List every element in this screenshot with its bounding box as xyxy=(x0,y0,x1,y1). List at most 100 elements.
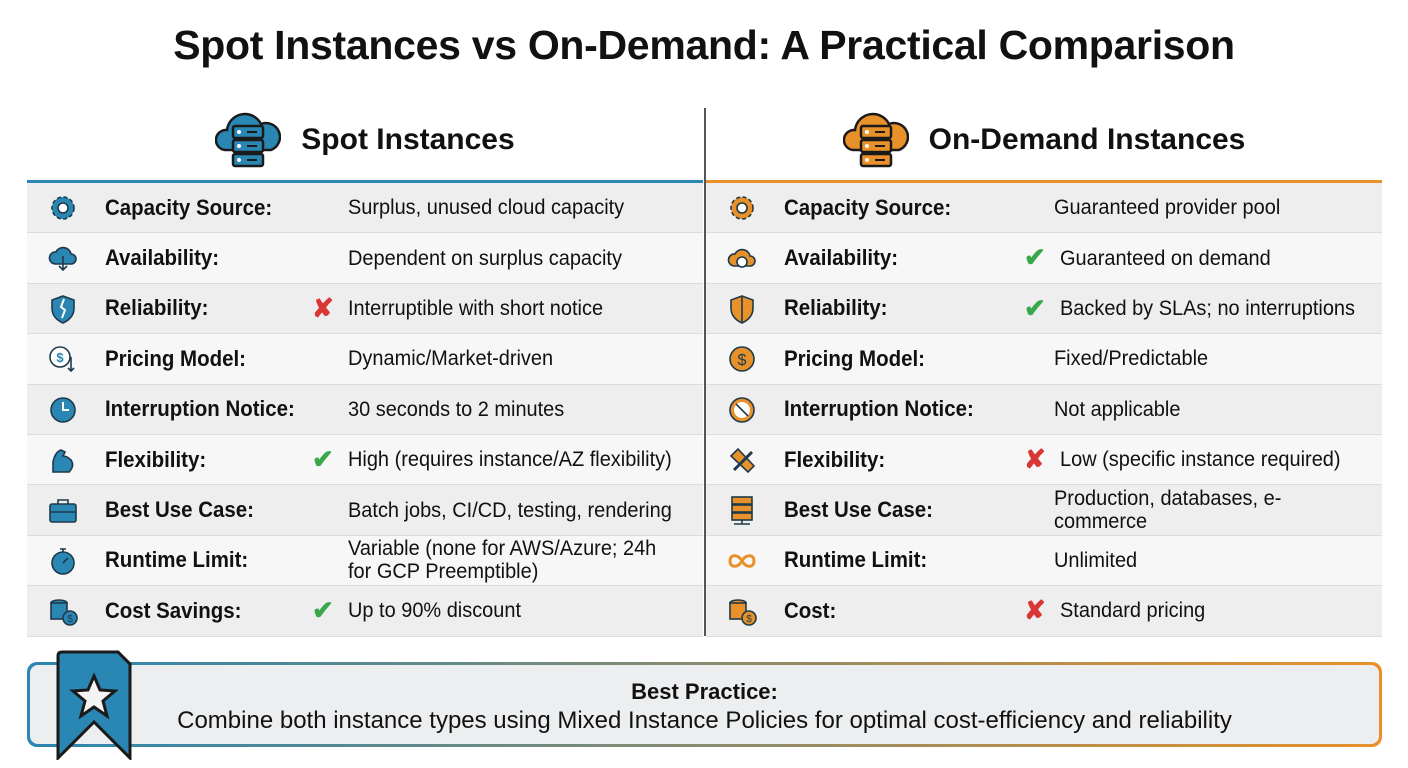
table-row: Availability: Dependent on surplus capac… xyxy=(27,233,703,284)
toolbox-icon xyxy=(47,494,79,526)
row-label: Pricing Model: xyxy=(784,345,925,371)
row-value: Unlimited xyxy=(1054,548,1138,572)
row-value: Low (specific instance required) xyxy=(1060,448,1341,472)
check-icon: ✔ xyxy=(1024,292,1046,323)
row-value: Standard pricing xyxy=(1060,599,1206,623)
table-row: Reliability: ✔ Backed by SLAs; no interr… xyxy=(706,283,1382,335)
row-label: Availability: xyxy=(784,245,899,271)
row-label: Reliability: xyxy=(784,295,888,321)
spot-title: Spot Instances xyxy=(301,123,515,156)
table-row: Flexibility: ✘ Low (specific instance re… xyxy=(706,434,1382,486)
row-value: Dynamic/Market-driven xyxy=(348,347,554,371)
table-row: Interruption Notice: 30 seconds to 2 min… xyxy=(27,384,703,435)
star-ribbon-icon xyxy=(56,650,132,760)
row-value: Variable (none for AWS/Azure; 24h for GC… xyxy=(348,537,657,584)
cross-icon: ✘ xyxy=(1024,443,1046,474)
row-label: Reliability: xyxy=(105,295,209,321)
table-row: Runtime Limit: Unlimited xyxy=(706,535,1382,587)
ondemand-column: On-Demand Instances Capacity Source: Gua… xyxy=(706,100,1382,637)
dollar-icon: $ xyxy=(726,343,758,375)
table-row: Best Use Case: Production, databases, e-… xyxy=(706,485,1382,536)
cross-icon: ✘ xyxy=(1024,595,1046,626)
row-label: Best Use Case: xyxy=(105,497,254,523)
row-label: Cost: xyxy=(784,597,837,623)
ondemand-title: On-Demand Instances xyxy=(928,123,1246,156)
table-row: Best Use Case: Batch jobs, CI/CD, testin… xyxy=(27,485,703,536)
clock-icon xyxy=(47,394,79,426)
gear-icon xyxy=(726,192,758,224)
best-practice-text: Combine both instance types using Mixed … xyxy=(177,707,1232,734)
table-row: $ Pricing Model: Dynamic/Market-driven xyxy=(27,334,703,385)
column-divider xyxy=(704,108,706,636)
server-icon xyxy=(726,494,758,526)
ondemand-header: On-Demand Instances xyxy=(706,100,1382,180)
row-label: Capacity Source: xyxy=(105,194,273,220)
row-label: Pricing Model: xyxy=(105,345,246,371)
no-clock-icon xyxy=(726,394,758,426)
infinity-icon xyxy=(726,545,758,577)
cloud-download-icon xyxy=(47,242,79,274)
svg-text:$: $ xyxy=(56,350,64,365)
row-label: Best Use Case: xyxy=(784,497,933,523)
check-icon: ✔ xyxy=(312,443,334,474)
page-title: Spot Instances vs On-Demand: A Practical… xyxy=(173,22,1235,68)
table-row: Availability: ✔ Guaranteed on demand xyxy=(706,233,1382,284)
row-value: Interruptible with short notice xyxy=(348,296,604,320)
cloud-server-icon xyxy=(215,104,282,177)
bent-tools-icon xyxy=(726,444,758,476)
ondemand-rows: Capacity Source: Guaranteed provider poo… xyxy=(706,183,1382,637)
table-row: Reliability: ✘ Interruptible with short … xyxy=(27,283,703,335)
row-label: Flexibility: xyxy=(784,446,886,472)
row-value: Guaranteed on demand xyxy=(1060,246,1271,270)
coins-icon: $ xyxy=(47,595,79,627)
row-value: Up to 90% discount xyxy=(348,599,522,623)
row-value: Dependent on surplus capacity xyxy=(348,246,622,270)
row-label: Capacity Source: xyxy=(784,194,952,220)
svg-text:$: $ xyxy=(67,614,73,625)
row-value: Batch jobs, CI/CD, testing, rendering xyxy=(348,498,672,522)
table-row: Flexibility: ✔ High (requires instance/A… xyxy=(27,434,703,486)
row-value: Not applicable xyxy=(1054,397,1181,421)
table-row: Capacity Source: Surplus, unused cloud c… xyxy=(27,183,703,234)
coins-icon: $ xyxy=(726,595,758,627)
stopwatch-icon xyxy=(47,545,79,577)
table-row: Runtime Limit: Variable (none for AWS/Az… xyxy=(27,535,703,587)
table-row: $ Pricing Model: Fixed/Predictable xyxy=(706,334,1382,385)
row-value: High (requires instance/AZ flexibility) xyxy=(348,448,672,472)
svg-text:$: $ xyxy=(738,352,747,369)
row-value: Fixed/Predictable xyxy=(1054,347,1209,371)
gear-icon xyxy=(47,192,79,224)
table-row: $ Cost: ✘ Standard pricing xyxy=(706,586,1382,637)
table-row: Capacity Source: Guaranteed provider poo… xyxy=(706,183,1382,234)
ondemand-rule xyxy=(706,180,1382,183)
check-icon: ✔ xyxy=(312,595,334,626)
row-label: Runtime Limit: xyxy=(105,547,249,573)
cloud-server-icon xyxy=(842,104,909,177)
row-label: Interruption Notice: xyxy=(105,396,295,422)
row-label: Cost Savings: xyxy=(105,597,242,623)
dollar-down-icon: $ xyxy=(47,343,79,375)
check-icon: ✔ xyxy=(1024,242,1046,273)
arm-icon xyxy=(47,444,79,476)
spot-column: Spot Instances Capacity Source: Surplus,… xyxy=(27,100,703,637)
svg-text:$: $ xyxy=(746,614,752,625)
row-label: Availability: xyxy=(105,245,220,271)
spot-header: Spot Instances xyxy=(27,100,703,180)
row-value: Guaranteed provider pool xyxy=(1054,196,1281,220)
row-value: Production, databases, e-commerce xyxy=(1054,487,1282,534)
cross-icon: ✘ xyxy=(312,292,334,323)
table-row: $ Cost Savings: ✔ Up to 90% discount xyxy=(27,586,703,637)
cloud-check-icon xyxy=(726,242,758,274)
table-row: Interruption Notice: Not applicable xyxy=(706,384,1382,435)
row-label: Flexibility: xyxy=(105,446,207,472)
spot-rows: Capacity Source: Surplus, unused cloud c… xyxy=(27,183,703,637)
row-label: Interruption Notice: xyxy=(784,396,974,422)
best-practice-title: Best Practice: xyxy=(631,679,778,704)
row-value: Backed by SLAs; no interruptions xyxy=(1060,296,1355,320)
row-label: Runtime Limit: xyxy=(784,547,928,573)
spot-rule xyxy=(27,180,703,183)
shield-icon xyxy=(726,293,758,325)
broken-shield-icon xyxy=(47,293,79,325)
row-value: Surplus, unused cloud capacity xyxy=(348,196,625,220)
best-practice-box: Best Practice: Combine both instance typ… xyxy=(27,662,1382,747)
